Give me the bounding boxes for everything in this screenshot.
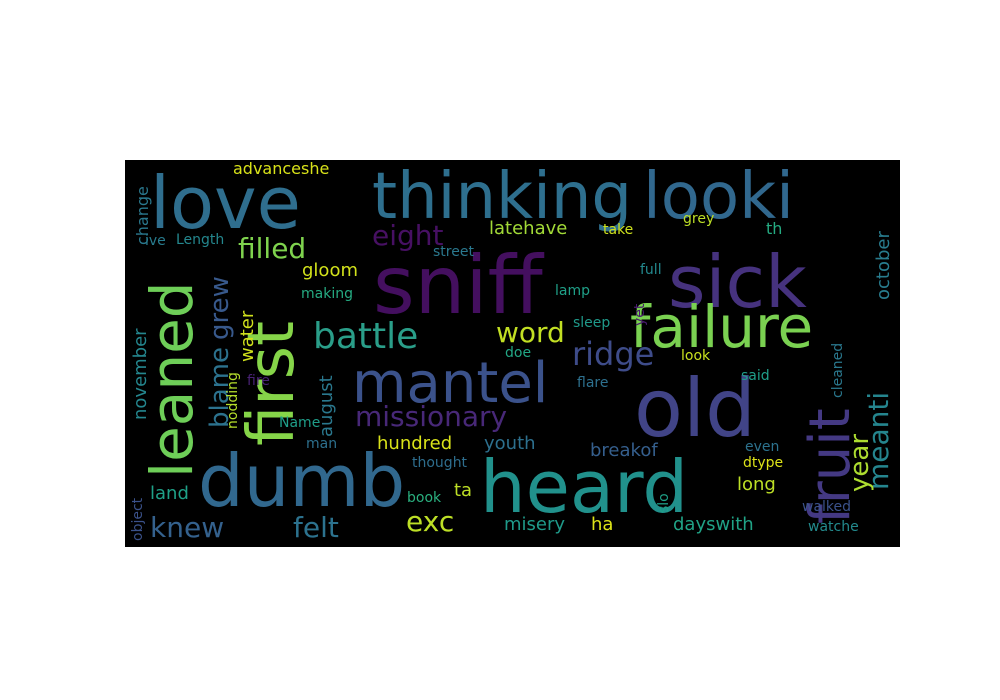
word-advanceshe: advanceshe [233,159,329,178]
word-grew: grew [205,276,235,340]
word-land: land [150,483,189,504]
word-word: word [496,316,565,349]
word-latehave: latehave [489,218,567,239]
word-length: Length [176,232,224,248]
word-heard: heard [480,445,688,529]
word-dayswith: dayswith [673,514,754,535]
word-water: water [237,310,258,362]
word-looki: looki [643,160,794,234]
word-take: take [603,222,633,238]
word-november: november [130,328,151,420]
word-sick: sick [668,240,807,324]
word-thought: thought [412,455,468,471]
word-lamp: lamp [555,283,590,299]
word-filled: filled [238,232,306,265]
word-meanti: meanti [862,392,895,490]
word-object: object [130,497,146,541]
word-even: even [745,439,779,455]
word-gloom: gloom [302,260,358,281]
word-missionary: missionary [355,400,507,433]
word-youth: youth [484,433,536,454]
word-blame: blame [205,347,235,428]
word-name: Name [279,415,320,431]
word-yet: yet [632,303,648,326]
word-felt: felt [293,511,339,544]
word-watche: watche [808,519,859,535]
word-sleep: sleep [573,315,610,331]
word-book: book [407,490,442,506]
word-year: year [845,434,875,492]
word-breakof: breakof [590,440,658,461]
word-exc: exc [406,505,454,538]
word-misery: misery [504,514,565,535]
word-full: full [640,262,662,278]
word-old: old [634,362,756,455]
word-eight: eight [372,219,444,252]
word-fruit: fruit [798,408,863,524]
word-ive: ive [145,233,166,249]
word-sniff: sniff [373,239,545,332]
word-nodding: nodding [225,372,241,429]
word-cleaned: cleaned [830,343,846,398]
word-making: making [301,286,353,302]
word-doe: doe [505,345,531,361]
cloud-background [125,160,900,547]
word-thinking: thinking [372,160,632,234]
word-love: love [150,161,301,245]
word-long: long [737,474,776,495]
word-failure: failure [630,293,813,361]
word-knew: knew [150,511,224,544]
word-walked: walked [802,499,851,515]
word-grey: grey [683,211,714,227]
word-fire: fire [247,373,270,389]
word-dtype: dtype [743,455,783,471]
word-october: october [873,231,894,300]
word-ta: ta [454,480,472,501]
word-august: august [316,375,337,437]
word-look: look [681,348,711,364]
word-dumb: dumb [198,439,405,523]
word-hundred: hundred [377,433,452,454]
word-th: th [766,219,782,238]
word-ridge: ridge [572,335,654,373]
word-leaned: leaned [138,281,206,478]
word-street: street [433,244,474,260]
word-change: change [133,186,152,245]
word-first: first [235,321,309,446]
word-slo: slo [656,493,672,513]
word-ha: ha [591,514,613,535]
word-mantel: mantel [352,351,548,416]
word-said: said [741,368,770,384]
word-man: man [306,436,337,452]
word-flare: flare [577,375,608,391]
word-battle: battle [313,316,418,357]
